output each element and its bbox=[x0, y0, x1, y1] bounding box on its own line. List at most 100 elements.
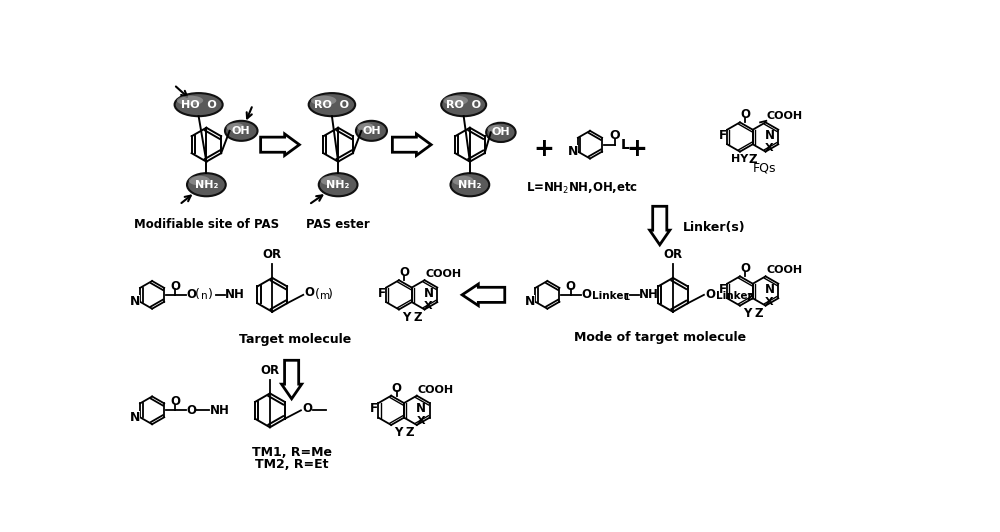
Text: O: O bbox=[581, 288, 591, 301]
Text: Modifiable site of PAS: Modifiable site of PAS bbox=[134, 218, 279, 231]
Text: N: N bbox=[568, 145, 578, 158]
Text: Mode of target molecule: Mode of target molecule bbox=[574, 331, 746, 344]
Text: Z: Z bbox=[748, 153, 757, 166]
Ellipse shape bbox=[311, 96, 336, 105]
Text: O: O bbox=[302, 402, 312, 414]
Text: N: N bbox=[129, 295, 140, 308]
Text: X: X bbox=[424, 301, 433, 311]
Text: N: N bbox=[129, 411, 140, 424]
Text: OH: OH bbox=[362, 126, 381, 136]
Text: O: O bbox=[705, 288, 715, 301]
Text: +: + bbox=[626, 137, 647, 161]
Text: COOH: COOH bbox=[766, 111, 802, 121]
Polygon shape bbox=[261, 134, 299, 155]
Text: NH: NH bbox=[225, 288, 245, 301]
Text: Z: Z bbox=[754, 307, 763, 320]
Text: Z: Z bbox=[413, 311, 422, 323]
Text: COOH: COOH bbox=[418, 385, 454, 395]
Text: COOH: COOH bbox=[766, 265, 802, 275]
Text: Linker: Linker bbox=[716, 292, 752, 302]
Text: N: N bbox=[525, 295, 535, 308]
Text: NH₂: NH₂ bbox=[326, 180, 350, 190]
Ellipse shape bbox=[319, 173, 358, 196]
Text: PAS ester: PAS ester bbox=[306, 218, 370, 231]
Ellipse shape bbox=[486, 123, 516, 142]
Text: X: X bbox=[416, 416, 425, 426]
Ellipse shape bbox=[357, 123, 374, 131]
Text: Y: Y bbox=[402, 311, 410, 323]
Ellipse shape bbox=[309, 93, 355, 116]
Text: O: O bbox=[399, 266, 409, 279]
Polygon shape bbox=[462, 284, 505, 305]
Text: OR: OR bbox=[663, 248, 682, 261]
Text: NH: NH bbox=[639, 288, 659, 301]
Ellipse shape bbox=[487, 125, 504, 133]
Text: O: O bbox=[305, 286, 315, 299]
Ellipse shape bbox=[356, 121, 387, 141]
Text: N: N bbox=[764, 283, 774, 296]
Text: Y: Y bbox=[394, 426, 402, 439]
Text: F: F bbox=[719, 129, 727, 142]
Text: X: X bbox=[765, 143, 774, 153]
Text: ): ) bbox=[208, 288, 213, 301]
Text: O: O bbox=[170, 280, 180, 293]
Text: COOH: COOH bbox=[425, 269, 461, 279]
Polygon shape bbox=[392, 134, 431, 155]
Text: HO  O: HO O bbox=[181, 99, 216, 110]
Text: TM2, R=Et: TM2, R=Et bbox=[255, 458, 328, 471]
Text: RO  O: RO O bbox=[446, 99, 481, 110]
Text: O: O bbox=[740, 262, 750, 275]
Text: Linker: Linker bbox=[592, 292, 629, 302]
Text: FQs: FQs bbox=[753, 161, 776, 174]
Text: TM1, R=Me: TM1, R=Me bbox=[252, 446, 332, 459]
Ellipse shape bbox=[320, 176, 342, 186]
Polygon shape bbox=[650, 206, 670, 245]
Text: O: O bbox=[186, 288, 196, 301]
Text: Linker(s): Linker(s) bbox=[683, 221, 746, 235]
Text: O: O bbox=[740, 108, 750, 121]
Text: O: O bbox=[170, 395, 180, 409]
Text: ): ) bbox=[328, 288, 333, 301]
Text: F: F bbox=[370, 402, 378, 415]
Text: OH: OH bbox=[232, 126, 251, 136]
Text: O: O bbox=[566, 280, 576, 293]
Text: O: O bbox=[609, 129, 620, 142]
Ellipse shape bbox=[441, 93, 486, 116]
Ellipse shape bbox=[175, 93, 223, 116]
Text: O: O bbox=[186, 404, 196, 417]
Text: +: + bbox=[533, 137, 554, 161]
Text: L: L bbox=[621, 138, 630, 152]
Text: L=NH$_2$NH,OH,etc: L=NH$_2$NH,OH,etc bbox=[526, 181, 638, 196]
Text: RO  O: RO O bbox=[314, 99, 349, 110]
Text: NH: NH bbox=[209, 404, 229, 417]
Text: Target molecule: Target molecule bbox=[239, 333, 352, 346]
Text: Y: Y bbox=[743, 307, 751, 320]
Text: (: ( bbox=[315, 288, 320, 301]
Polygon shape bbox=[282, 360, 302, 399]
Ellipse shape bbox=[452, 176, 474, 186]
Ellipse shape bbox=[177, 96, 203, 105]
Text: NH₂: NH₂ bbox=[458, 180, 482, 190]
Text: N: N bbox=[423, 287, 433, 300]
Text: O: O bbox=[392, 381, 402, 395]
Text: Z: Z bbox=[406, 426, 414, 439]
Text: NH₂: NH₂ bbox=[195, 180, 218, 190]
Text: N: N bbox=[416, 402, 426, 415]
Text: OR: OR bbox=[263, 248, 282, 261]
Ellipse shape bbox=[187, 173, 226, 196]
Ellipse shape bbox=[443, 96, 468, 105]
Text: m: m bbox=[320, 292, 330, 302]
Text: N: N bbox=[764, 129, 774, 142]
Text: HY: HY bbox=[731, 154, 749, 164]
Ellipse shape bbox=[189, 176, 210, 186]
Text: F: F bbox=[378, 287, 386, 300]
Text: 2: 2 bbox=[747, 294, 753, 302]
Text: n: n bbox=[201, 292, 208, 302]
Ellipse shape bbox=[225, 121, 258, 141]
Ellipse shape bbox=[226, 123, 244, 131]
Text: OH: OH bbox=[492, 127, 510, 137]
Text: 1: 1 bbox=[623, 294, 630, 302]
Text: OR: OR bbox=[260, 364, 279, 377]
Ellipse shape bbox=[450, 173, 489, 196]
Text: X: X bbox=[765, 297, 774, 307]
